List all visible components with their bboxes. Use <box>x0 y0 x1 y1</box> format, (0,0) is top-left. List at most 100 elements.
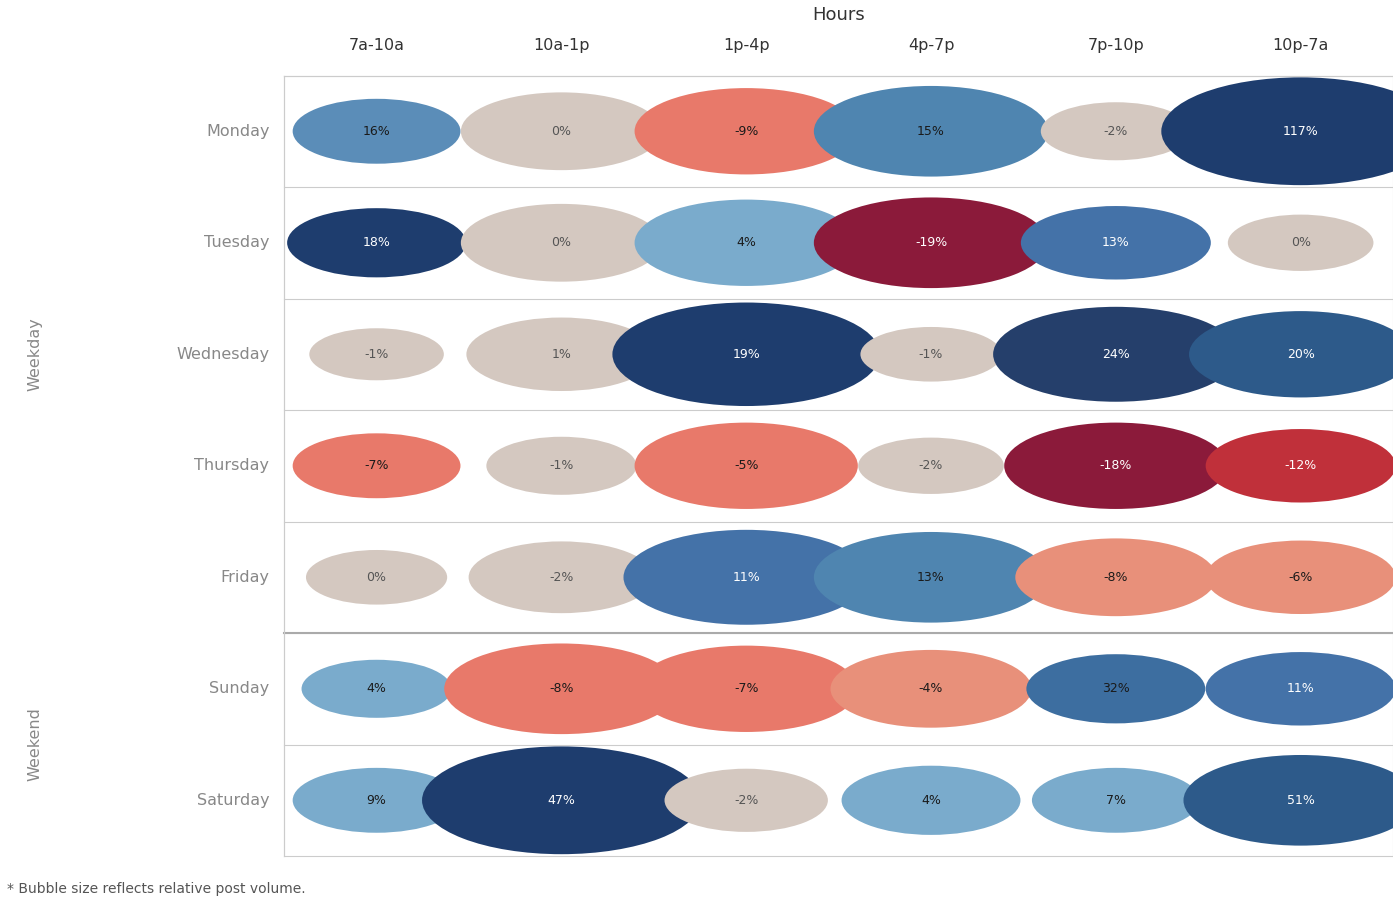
Ellipse shape <box>1026 654 1205 724</box>
Ellipse shape <box>486 436 637 495</box>
Text: -5%: -5% <box>734 459 759 472</box>
Ellipse shape <box>1015 538 1217 616</box>
Text: 16%: 16% <box>363 125 391 138</box>
Ellipse shape <box>858 437 1004 494</box>
Ellipse shape <box>634 423 858 509</box>
Text: 13%: 13% <box>917 571 945 584</box>
Ellipse shape <box>293 99 461 164</box>
Ellipse shape <box>861 327 1001 382</box>
Text: 10a-1p: 10a-1p <box>533 39 589 53</box>
Text: 1%: 1% <box>552 347 571 361</box>
Text: -1%: -1% <box>918 347 944 361</box>
Ellipse shape <box>1161 77 1400 185</box>
Text: -2%: -2% <box>549 571 574 584</box>
Ellipse shape <box>1205 652 1396 725</box>
Text: 47%: 47% <box>547 794 575 806</box>
Text: Tuesday: Tuesday <box>204 235 269 250</box>
Text: 0%: 0% <box>367 571 386 584</box>
Text: 51%: 51% <box>1287 794 1315 806</box>
Text: 20%: 20% <box>1287 347 1315 361</box>
Ellipse shape <box>1004 423 1228 509</box>
Text: Weekday: Weekday <box>27 318 42 392</box>
Text: 7p-10p: 7p-10p <box>1088 39 1144 53</box>
Text: -1%: -1% <box>549 459 574 472</box>
Ellipse shape <box>1205 429 1396 502</box>
Text: -1%: -1% <box>364 347 389 361</box>
Text: Friday: Friday <box>220 570 269 585</box>
Ellipse shape <box>461 93 662 170</box>
Ellipse shape <box>1040 103 1191 160</box>
Text: 1p-4p: 1p-4p <box>722 39 770 53</box>
Text: 11%: 11% <box>1287 682 1315 696</box>
Ellipse shape <box>293 768 461 832</box>
Ellipse shape <box>1183 755 1400 846</box>
Ellipse shape <box>665 769 827 832</box>
Text: Wednesday: Wednesday <box>176 346 269 362</box>
Text: 19%: 19% <box>732 347 760 361</box>
Ellipse shape <box>301 660 452 718</box>
Text: 10p-7a: 10p-7a <box>1273 39 1329 53</box>
Ellipse shape <box>1021 206 1211 280</box>
Ellipse shape <box>309 328 444 381</box>
Text: * Bubble size reflects relative post volume.: * Bubble size reflects relative post vol… <box>7 882 305 896</box>
Text: -19%: -19% <box>914 237 948 249</box>
Text: 4%: 4% <box>367 682 386 696</box>
Ellipse shape <box>293 433 461 499</box>
Text: 0%: 0% <box>1291 237 1310 249</box>
Ellipse shape <box>634 645 858 732</box>
Ellipse shape <box>634 200 858 286</box>
Text: Monday: Monday <box>206 124 269 139</box>
Text: -7%: -7% <box>364 459 389 472</box>
Ellipse shape <box>813 86 1049 176</box>
Ellipse shape <box>841 766 1021 835</box>
Text: -7%: -7% <box>734 682 759 696</box>
Text: 13%: 13% <box>1102 237 1130 249</box>
Text: -8%: -8% <box>549 682 574 696</box>
Text: 0%: 0% <box>552 237 571 249</box>
Ellipse shape <box>1189 311 1400 398</box>
Text: 18%: 18% <box>363 237 391 249</box>
Text: 32%: 32% <box>1102 682 1130 696</box>
Ellipse shape <box>461 204 662 282</box>
Text: -9%: -9% <box>734 125 759 138</box>
Text: -2%: -2% <box>1103 125 1128 138</box>
Ellipse shape <box>1205 541 1396 614</box>
Ellipse shape <box>813 532 1049 623</box>
Text: -4%: -4% <box>918 682 944 696</box>
Ellipse shape <box>813 197 1049 288</box>
Ellipse shape <box>421 746 701 854</box>
Text: 0%: 0% <box>552 125 571 138</box>
Text: -8%: -8% <box>1103 571 1128 584</box>
Text: Saturday: Saturday <box>197 793 269 808</box>
Text: 11%: 11% <box>732 571 760 584</box>
Ellipse shape <box>1228 214 1373 271</box>
Ellipse shape <box>830 650 1032 728</box>
Text: -2%: -2% <box>918 459 944 472</box>
Text: 7a-10a: 7a-10a <box>349 39 405 53</box>
Text: Hours: Hours <box>812 6 865 24</box>
Text: 4%: 4% <box>736 237 756 249</box>
Text: -6%: -6% <box>1288 571 1313 584</box>
Text: 4p-7p: 4p-7p <box>907 39 955 53</box>
Ellipse shape <box>444 644 679 734</box>
Ellipse shape <box>993 307 1239 401</box>
Ellipse shape <box>612 302 881 406</box>
Ellipse shape <box>469 542 654 613</box>
Ellipse shape <box>287 208 466 277</box>
Ellipse shape <box>307 550 447 605</box>
Text: 4%: 4% <box>921 794 941 806</box>
Text: 117%: 117% <box>1282 125 1319 138</box>
Text: Sunday: Sunday <box>209 681 269 697</box>
Text: 9%: 9% <box>367 794 386 806</box>
Ellipse shape <box>623 530 869 625</box>
Ellipse shape <box>466 318 657 391</box>
Text: Weekend: Weekend <box>27 707 42 781</box>
Text: -18%: -18% <box>1099 459 1133 472</box>
Text: Thursday: Thursday <box>195 458 269 473</box>
Ellipse shape <box>634 88 858 175</box>
Text: 24%: 24% <box>1102 347 1130 361</box>
Text: 15%: 15% <box>917 125 945 138</box>
Ellipse shape <box>1032 768 1200 832</box>
Text: -12%: -12% <box>1285 459 1317 472</box>
Text: -2%: -2% <box>734 794 759 806</box>
